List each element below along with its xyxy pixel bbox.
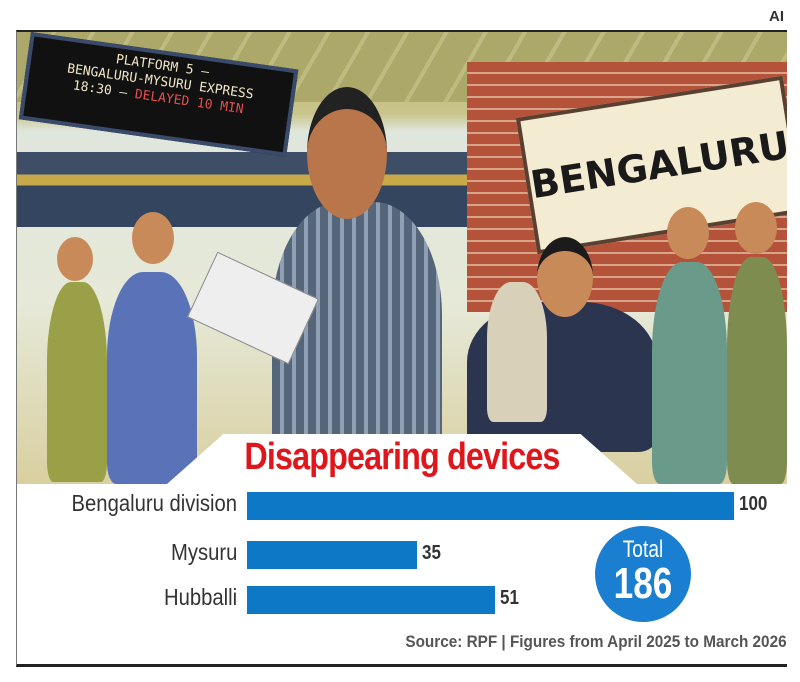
commuter-right-2 bbox=[727, 257, 787, 484]
category-label: Mysuru bbox=[170, 539, 237, 565]
station-illustration: PLATFORM 5 – BENGALURU-MYSURU EXPRESS 18… bbox=[17, 32, 787, 484]
ai-generated-badge: AI bbox=[769, 8, 784, 25]
commuter-backpack bbox=[487, 282, 547, 422]
total-label: Total bbox=[622, 536, 664, 563]
source-note: Source: RPF | Figures from April 2025 to… bbox=[405, 632, 787, 651]
commuter-right-1 bbox=[652, 262, 727, 484]
infographic: PLATFORM 5 – BENGALURU-MYSURU EXPRESS 18… bbox=[16, 30, 787, 667]
bar bbox=[247, 541, 418, 569]
total-badge: Total 186 bbox=[595, 526, 691, 622]
commuter-left bbox=[107, 272, 197, 484]
value-label: 100 bbox=[739, 493, 768, 515]
main-traveller-head bbox=[307, 87, 387, 219]
commuter-woman bbox=[47, 282, 107, 482]
category-label: Bengaluru division bbox=[71, 490, 237, 516]
title-banner bbox=[167, 434, 637, 484]
category-label: Hubballi bbox=[163, 584, 237, 610]
chart-title: Disappearing devices bbox=[244, 436, 560, 478]
commuter-woman-head bbox=[57, 237, 93, 281]
commuter-left-head bbox=[132, 212, 174, 264]
total-value: 186 bbox=[613, 559, 673, 608]
value-label: 35 bbox=[422, 542, 442, 564]
commuter-right-2-head bbox=[735, 202, 777, 254]
bar bbox=[247, 586, 496, 614]
bar bbox=[247, 492, 734, 520]
value-label: 51 bbox=[500, 587, 520, 609]
pickpocket-head bbox=[537, 237, 593, 317]
train bbox=[17, 152, 487, 227]
commuter-right-1-head bbox=[667, 207, 709, 259]
